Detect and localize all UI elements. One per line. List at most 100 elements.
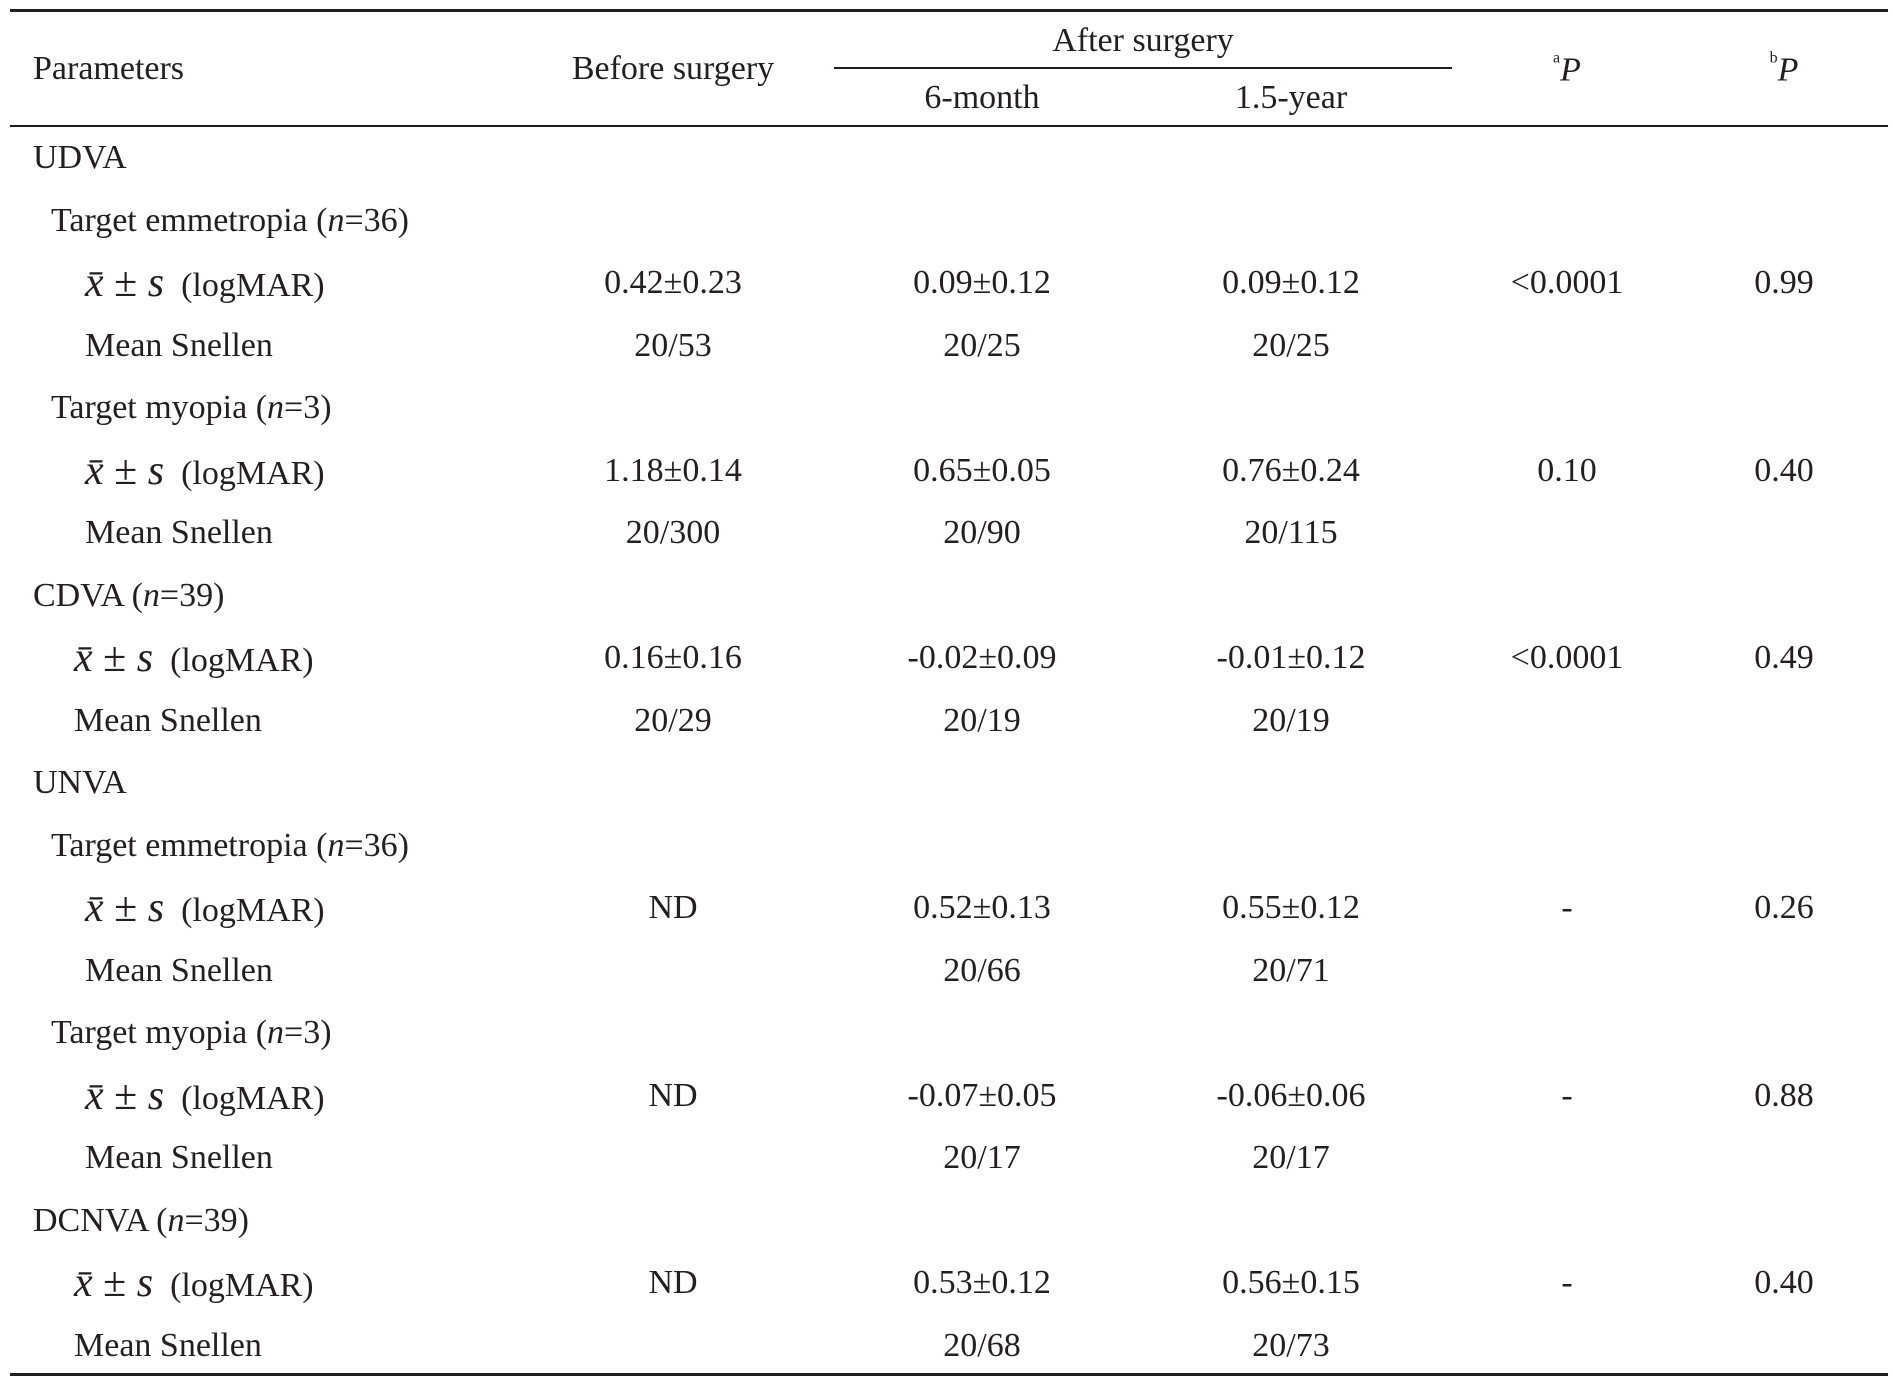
label-part: Mean Snellen — [74, 1326, 262, 1364]
cell: 0.42±0.23 — [604, 264, 742, 301]
row-label: Target emmetropia (n=36) — [51, 201, 409, 239]
label-part: s — [147, 1072, 165, 1119]
label-part: =39) — [184, 1201, 249, 1239]
row-label: x̄ ± s (logMAR) — [85, 1075, 325, 1117]
cell: 20/73 — [1252, 1326, 1330, 1364]
cell: 0.53±0.12 — [913, 1264, 1051, 1301]
cell: 20/300 — [625, 514, 721, 551]
cell: 0.40 — [1754, 1264, 1814, 1301]
label-part: x̄ — [85, 1072, 104, 1119]
label-part: x̄ — [74, 635, 93, 681]
cell: 0.52±0.13 — [913, 889, 1051, 926]
cell: 20/17 — [1252, 1139, 1330, 1176]
label-part: Mean Snellen — [85, 1139, 273, 1176]
cell: 0.26 — [1754, 889, 1814, 926]
label-part: Target emmetropia ( — [51, 826, 328, 864]
row-label: UNVA — [33, 766, 127, 800]
label-part: s — [136, 635, 154, 681]
cell: ND — [648, 889, 698, 926]
label-part: (logMAR) — [164, 892, 325, 929]
row-label: Target myopia (n=3) — [51, 391, 332, 425]
cell: <0.0001 — [1510, 639, 1624, 676]
label-part: (logMAR) — [164, 267, 325, 304]
cell: 0.49 — [1754, 639, 1814, 676]
label-part: x̄ — [85, 260, 104, 306]
label-part: x̄ — [74, 1260, 93, 1306]
label-part: UDVA — [33, 139, 127, 176]
cell: 0.65±0.05 — [913, 451, 1051, 489]
cell: 0.99 — [1754, 264, 1814, 301]
label-part: ± — [103, 1072, 148, 1119]
header-cell: 1.5-year — [1234, 79, 1348, 116]
label-part: x̄ — [85, 447, 104, 494]
label-part: n — [327, 201, 345, 239]
cell: - — [1561, 1076, 1573, 1114]
row-label: CDVA (n=39) — [33, 578, 224, 613]
cell: 0.40 — [1754, 451, 1814, 489]
cell: 20/71 — [1252, 951, 1330, 989]
label-part: ± — [92, 635, 137, 681]
header-cell: aP — [1553, 50, 1581, 89]
cell: 20/29 — [634, 701, 712, 739]
label-part: ± — [92, 1260, 137, 1306]
header-cell: 6-month — [924, 79, 1040, 116]
row-label: DCNVA (n=39) — [33, 1201, 249, 1239]
label-part: UNVA — [33, 764, 127, 801]
label-part: Target myopia ( — [51, 1014, 268, 1051]
label-part: ± — [103, 260, 148, 306]
cell: 0.16±0.16 — [604, 639, 742, 676]
label-part: n — [267, 1014, 285, 1051]
cell: -0.02±0.09 — [907, 639, 1057, 676]
top-rule — [10, 9, 1888, 12]
label-part: n — [167, 1201, 185, 1239]
cell: 20/17 — [943, 1139, 1021, 1176]
cell: 0.88 — [1754, 1076, 1814, 1114]
label-part: Mean Snellen — [74, 701, 262, 739]
header-cell: Parameters — [33, 50, 185, 87]
row-label: Mean Snellen — [85, 953, 273, 988]
cell: 20/25 — [1252, 326, 1330, 364]
cell: 20/25 — [943, 326, 1021, 364]
cell: 0.55±0.12 — [1222, 889, 1360, 926]
cell: 1.18±0.14 — [604, 451, 742, 489]
label-part: s — [147, 447, 165, 494]
header-cell: bP — [1769, 49, 1799, 89]
row-label: x̄ ± s (logMAR) — [74, 1262, 314, 1304]
label-part: ± — [103, 447, 148, 494]
label-part: (logMAR) — [153, 642, 314, 679]
label-part: n — [327, 826, 345, 864]
row-label: x̄ ± s (logMAR) — [85, 262, 325, 304]
label-part: Mean Snellen — [85, 326, 273, 364]
cell: ND — [648, 1264, 698, 1301]
cell: 0.56±0.15 — [1222, 1264, 1360, 1301]
row-label: Mean Snellen — [85, 516, 273, 550]
p-symbol: P — [1777, 51, 1799, 89]
label-part: ± — [103, 885, 148, 931]
span-rule — [834, 67, 1452, 69]
label-part: =3) — [284, 1014, 332, 1051]
cell: 20/19 — [1252, 701, 1330, 739]
row-label: Mean Snellen — [74, 701, 262, 739]
row-label: Target myopia (n=3) — [51, 1016, 332, 1050]
label-part: =36) — [344, 201, 409, 239]
label-part: Mean Snellen — [85, 514, 273, 551]
label-part: s — [147, 885, 165, 931]
cell: ND — [648, 1076, 698, 1114]
label-part: DCNVA ( — [33, 1201, 168, 1239]
label-part: s — [136, 1260, 154, 1306]
header-cell: Before surgery — [571, 50, 775, 87]
row-label: Mean Snellen — [85, 1141, 273, 1175]
cell: 0.10 — [1537, 451, 1597, 489]
cell: 0.09±0.12 — [1222, 264, 1360, 301]
p-symbol: P — [1560, 51, 1581, 89]
cell: 20/68 — [943, 1326, 1021, 1364]
cell: 0.09±0.12 — [913, 264, 1051, 301]
label-part: Target emmetropia ( — [51, 201, 328, 239]
label-part: s — [147, 260, 165, 306]
cell: -0.06±0.06 — [1216, 1076, 1366, 1114]
header-rule — [10, 125, 1888, 127]
cell: 20/66 — [943, 951, 1021, 989]
header-cell: After surgery — [1052, 22, 1234, 59]
superscript: b — [1769, 49, 1778, 67]
